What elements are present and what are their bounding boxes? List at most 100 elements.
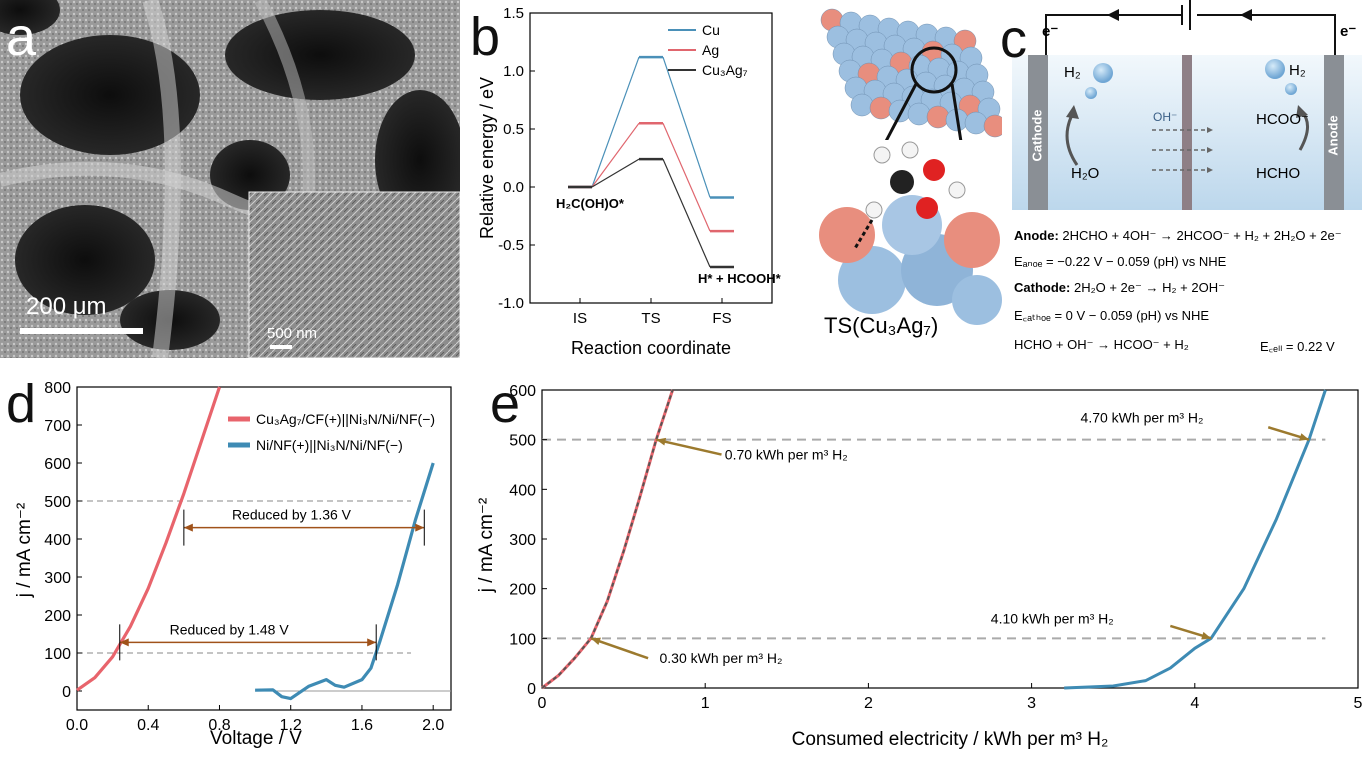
chart-d-y-tick-label: 100	[44, 646, 71, 663]
chart-d-legend-label: Cu₃Ag₇/CF(+)||Ni₃N/Ni/NF(−)	[256, 411, 435, 427]
chart-e-series-line	[1064, 389, 1327, 690]
chart-d-y-tick-label: 200	[44, 608, 71, 625]
cell-schematic	[1010, 0, 1362, 327]
catalyst-slab	[820, 8, 1007, 138]
sem-image	[0, 0, 465, 359]
chart-d-annotation-label: Reduced by 1.36 V	[232, 507, 352, 523]
chart-e-x-tick-label: 1	[701, 695, 710, 712]
chart-d-y-tick-label: 800	[44, 380, 71, 397]
eq-cathode: Cathode: 2H₂O + 2e⁻ → H₂ + 2OH⁻	[1014, 280, 1225, 296]
chart-e-x-tick-label: 5	[1354, 695, 1363, 712]
cu-atom	[888, 99, 912, 123]
chart-b-annotation-fs: H* + HCOOH*	[698, 271, 782, 286]
eq-e-cathode: E꜀ₐₜₕₒₑ = 0 V − 0.059 (pH) vs NHE	[1014, 308, 1210, 323]
chart-b-x-tick-label: FS	[712, 310, 731, 327]
chart-d-annotations: Reduced by 1.36 V Reduced by 1.48 V	[119, 507, 425, 661]
eq-anode: Anode: 2HCHO + 4OH⁻ → 2HCOO⁻ + H₂ + 2H₂O…	[1014, 228, 1342, 244]
panel-b-label: b	[470, 7, 501, 67]
chart-e-pointer-line	[655, 438, 722, 456]
h2-right-label: H₂	[1289, 62, 1306, 79]
ts-structure: TS(Cu₃Ag₇)	[812, 0, 1007, 358]
chart-d-arrowhead	[119, 638, 129, 647]
eq-e-anode: Eₐₙₒₑ = −0.22 V − 0.059 (pH) vs NHE	[1014, 254, 1227, 269]
eq-anode-text: 2HCHO + 4OH⁻ → 2HCOO⁻ + H₂ + 2H₂O + 2e⁻	[1062, 228, 1342, 243]
panel-b: b -1.0 -0.5 0.0 0.5 1.0 1.5 IS TS FS Cu Ag Cu₃Ag₇…	[460, 0, 810, 358]
chart-e-annotation-label: 4.70 kWh per m³ H₂	[1081, 409, 1204, 425]
chart-e-x-tick-label: 2	[864, 695, 873, 712]
h2-left-label: H₂	[1064, 64, 1081, 81]
chart-d-annotation-label: Reduced by 1.48 V	[170, 621, 290, 637]
chart-d-legend: Cu₃Ag₇/CF(+)||Ni₃N/Ni/NF(−) Ni/NF(+)||Ni₃…	[228, 411, 435, 453]
panel-c-label: c	[1000, 9, 1027, 69]
chart-e-xlabel: Consumed electricity / kWh per m³ H₂	[792, 729, 1109, 750]
chart-e-y-tick-label: 100	[509, 631, 536, 648]
panel-c: c e⁻ e⁻ Cathode Anode H₂ H₂ OH⁻ HCOO⁻ H₂…	[1000, 0, 1367, 358]
eq-total: HCHO + OH⁻ → HCOO⁻ + H₂	[1014, 337, 1189, 352]
chart-d-y-tick-label: 400	[44, 532, 71, 549]
ts-caption: TS(Cu₃Ag₇)	[824, 313, 939, 338]
electron-right: e⁻	[1340, 23, 1357, 40]
panel-a-label: a	[6, 7, 37, 67]
ts-structure-art	[819, 8, 1007, 325]
electron-left: e⁻	[1042, 23, 1059, 40]
chart-b-connector-Ag	[662, 122, 711, 232]
panel-e-label: e	[490, 374, 521, 434]
chart-d-arrowhead	[415, 523, 425, 532]
chart-d-series-line	[76, 386, 222, 692]
chart-b-y-tick-label: -1.0	[498, 295, 524, 312]
chart-d-arrowhead	[183, 523, 193, 532]
chart-d-series-line	[255, 462, 435, 701]
chart-d-y-tick-label: 0	[62, 684, 71, 701]
chart-b-legend-label: Cu₃Ag₇	[702, 62, 748, 78]
chart-e-y-tick-label: 200	[509, 582, 536, 599]
chart-b-legend-label: Ag	[702, 42, 719, 58]
chart-e-pointer-head	[590, 637, 601, 646]
chart-b-series	[568, 55, 734, 269]
chart-d-x-tick-label: 1.2	[280, 717, 302, 734]
chart-e-x-ticks: 0 1 2 3 4 5	[538, 683, 1363, 712]
chart-d-legend-label: Ni/NF(+)||Ni₃N/Ni/NF(−)	[256, 437, 403, 453]
cu-atom	[907, 102, 931, 126]
chart-b-connector-Ag	[591, 122, 640, 188]
cu-atom	[850, 93, 874, 117]
chart-e-pointer-head	[1299, 433, 1310, 441]
chart-b-y-tick-label: 1.5	[503, 5, 524, 22]
panel-e: e 0 100 200 300 400 500 600 0 1 2 3 4 5 4.70 kWh pe…	[470, 375, 1367, 752]
chart-d-guides	[77, 500, 451, 692]
ts-zoom	[819, 141, 1002, 325]
chart-e-y-tick-label: 300	[509, 532, 536, 549]
chart-e-annotations: 4.70 kWh per m³ H₂ 0.70 kWh per m³ H₂ 4.10…	[590, 409, 1310, 666]
chart-e-annotation-label: 4.10 kWh per m³ H₂	[991, 610, 1114, 626]
chart-b-connector-Cu₃Ag₇	[662, 158, 711, 268]
chart-e-x-tick-label: 0	[538, 695, 547, 712]
chart-b-y-tick-label: 0.0	[503, 179, 524, 196]
chart-b-connector-Cu₃Ag₇	[591, 158, 640, 188]
ag-atom	[869, 96, 893, 120]
chart-e-pointer-head	[656, 437, 667, 446]
chart-d: 0 100 200 300 400 500 600 700 800 0.0 0.4 0.8 1.2 1.…	[14, 380, 452, 749]
chart-b-y-ticks: -1.0 -0.5 0.0 0.5 1.0 1.5	[498, 5, 535, 312]
chart-b-legend-label: Cu	[702, 22, 720, 38]
h2o-label: H₂O	[1071, 165, 1100, 182]
chart-d-arrowhead	[367, 638, 377, 647]
chart-b-y-tick-label: 1.0	[503, 63, 524, 80]
chart-d-x-ticks: 0.0 0.4 0.8 1.2 1.6 2.0	[66, 705, 444, 734]
chart-b-connector-Cu	[591, 56, 640, 188]
hcho-label: HCHO	[1256, 165, 1301, 182]
panel-a: a 200 μm 500 nm	[0, 0, 465, 359]
ag-atom	[926, 105, 950, 129]
chart-e-annotation-label: 0.30 kWh per m³ H₂	[660, 650, 783, 666]
chart-d-y-tick-label: 600	[44, 456, 71, 473]
chart-d-x-tick-label: 0.0	[66, 717, 88, 734]
cu-atom	[964, 111, 988, 135]
chart-d-xlabel: Voltage / V	[210, 728, 302, 749]
chart-d-y-tick-label: 300	[44, 570, 71, 587]
chart-e-x-tick-label: 3	[1027, 695, 1036, 712]
chart-b-ylabel: Relative energy / eV	[477, 77, 497, 239]
chart-b-x-ticks: IS TS FS	[573, 298, 732, 327]
panel-d: d 0 100 200 300 400 500 600 700 800 0.0 0.4 0.8 1.2…	[0, 375, 470, 752]
chart-b: -1.0 -0.5 0.0 0.5 1.0 1.5 IS TS FS Cu Ag Cu₃Ag₇ H…	[477, 5, 782, 358]
chart-d-y-ticks: 0 100 200 300 400 500 600 700 800	[44, 380, 82, 701]
panel-d-label: d	[6, 374, 37, 434]
chart-b-annotation-is: H₂C(OH)O*	[556, 196, 625, 211]
